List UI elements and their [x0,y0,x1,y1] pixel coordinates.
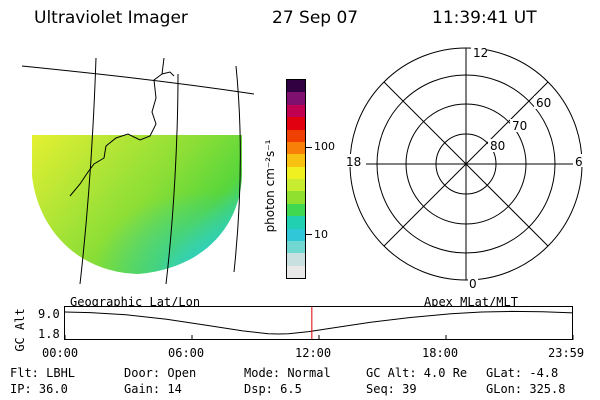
timeline-y-tick: 1.8 [38,327,60,341]
timeline-x-tick: 00:00 [42,346,79,360]
colorbar-swatch [287,203,305,217]
colorbar-swatch [287,80,305,93]
auroral-image [21,57,255,285]
filter-status: Flt: LBHL [10,366,76,380]
timeline-right-title: Apex MLat/MLT [424,295,518,309]
colorbar-tick-label: 100 [314,140,335,153]
colorbar-swatch [287,253,305,266]
timeline-plot [64,306,574,340]
colorbar-swatch [287,216,305,229]
date-label: 27 Sep 07 [272,8,359,28]
colorbar-swatch [287,240,305,254]
meridian-line [165,73,179,285]
ip-status: IP: 36.0 [10,382,68,396]
coastline [161,71,175,77]
gain-status: Gain: 14 [124,382,182,396]
altitude-curve [64,310,574,335]
time-label: 11:39:41 UT [432,8,537,28]
mode-status: Mode: Normal [244,366,331,380]
colorbar-swatch [287,228,305,241]
timeline-left-title: Geographic Lat/Lon [70,295,201,309]
colorbar-swatch [287,179,305,192]
mlt-label-bottom: 0 [469,277,477,291]
timeline-x-tick: 06:00 [168,346,205,360]
polar-plot: 12 18 6 0 60 70 80 [344,46,585,291]
coastline [69,57,165,197]
timeline-axis-label: GC Alt [13,308,27,352]
latitude-line [21,65,255,95]
colorbar [286,79,306,279]
colorbar-tick [306,234,312,235]
instrument-title: Ultraviolet Imager [34,8,188,28]
colorbar-swatch [287,104,305,118]
polar-diagonal [383,81,549,247]
door-status: Door: Open [124,366,197,380]
colorbar-swatch [287,141,305,155]
meridian-line [79,57,97,285]
colorbar-swatch [287,154,305,167]
colorbar-swatch [287,92,305,105]
glon-status: GLon: 325.8 [486,382,566,396]
colorbar-label: photon cm⁻²s⁻¹ [263,139,277,233]
lat-label-70: 70 [512,119,527,133]
colorbar-swatch [287,166,305,179]
lat-label-60: 60 [536,96,551,110]
mlt-label-right: 6 [575,155,583,169]
mlt-label-top: 12 [473,46,488,60]
timeline-x-tick: 12:00 [295,346,332,360]
colorbar-swatch [287,191,305,204]
colorbar-swatch [287,129,305,142]
colorbar-swatch [287,117,305,130]
timeline-x-tick: 23:59 [548,346,585,360]
seq-status: Seq: 39 [366,382,417,396]
colorbar-swatch [287,265,305,278]
dsp-status: Dsp: 6.5 [244,382,302,396]
timeline-x-tick: 18:00 [422,346,459,360]
gc-alt-status: GC Alt: 4.0 Re [366,366,468,380]
timeline-y-tick: 9.0 [38,307,60,321]
lat-label-80: 80 [490,139,505,153]
colorbar-tick [306,147,312,148]
colorbar-tick-label: 10 [314,228,328,241]
glat-status: GLat: -4.8 [486,366,559,380]
mlt-label-left: 18 [346,155,361,169]
meridian-line [233,65,241,273]
image-disk-overlay [32,135,242,274]
